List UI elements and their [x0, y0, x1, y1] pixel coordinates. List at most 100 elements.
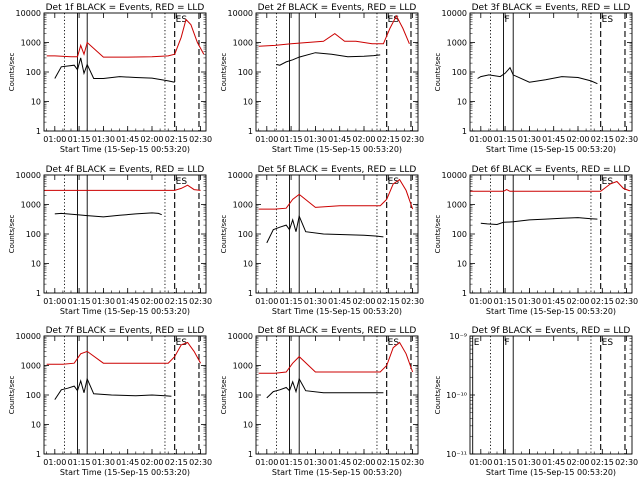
panel-title: Det 3f BLACK = Events, RED = LLD [472, 3, 631, 13]
y-tick-label: 10 [243, 98, 253, 107]
x-tick-label: 02:15 [591, 297, 614, 306]
plot-frame [43, 174, 207, 294]
series-group [46, 18, 205, 83]
x-tick-label: 02:15 [165, 135, 188, 144]
panel-3: Det 3f BLACK = Events, RED = LLD 01:00 01:… [434, 3, 638, 154]
marker-label: ES [388, 177, 400, 187]
series-group [470, 180, 630, 226]
x-tick-label: 01:15 [494, 297, 517, 306]
y-tick-label: 1 [36, 289, 41, 298]
panel-title: Det 7f BLACK = Events, RED = LLD [46, 326, 205, 336]
marker-label: E [474, 338, 480, 348]
plot-frame [43, 12, 207, 132]
y-tick-label: 1000 [233, 201, 253, 210]
x-tick-label: 01:30 [304, 297, 327, 306]
x-tick-label: 02:00 [140, 297, 163, 306]
x-tick-label: 01:00 [43, 135, 66, 144]
x-tick-label: 01:00 [469, 458, 492, 467]
series-line-events [477, 66, 598, 85]
x-tick-label: 01:45 [328, 135, 351, 144]
x-tick-label: 02:15 [165, 297, 188, 306]
plot-frame [255, 12, 419, 132]
y-tick-label: 10000 [228, 332, 253, 341]
marker-label: ES [602, 15, 614, 25]
y-tick-label: 10 [457, 98, 467, 107]
series-line-events [54, 212, 162, 218]
y-tick-label: 10 [243, 260, 253, 269]
y-tick-label: 100 [452, 230, 467, 239]
x-tick-label: 02:15 [377, 458, 400, 467]
plot-frame [255, 335, 419, 455]
series-line-lld [258, 14, 410, 47]
y-tick-label: 10 [31, 260, 41, 269]
x-tick-label: 02:15 [377, 135, 400, 144]
y-tick-label: 10000 [16, 9, 41, 18]
y-tick-label: 1 [36, 127, 41, 136]
y-axis-label: Counts/sec [220, 53, 228, 92]
x-tick-label: 01:30 [92, 458, 115, 467]
y-tick-label: 10000 [228, 171, 253, 180]
series-line-lld [258, 341, 414, 374]
plot-frame [43, 335, 207, 455]
y-tick-label: 10⁻⁹ [449, 332, 467, 341]
x-axis-label: Start Time (15-Sep-15 00:53:20) [60, 145, 190, 154]
x-tick-label: 02:30 [615, 135, 638, 144]
x-tick-label: 01:15 [280, 458, 303, 467]
x-tick-label: 02:00 [566, 297, 589, 306]
x-tick-label: 02:30 [189, 135, 212, 144]
x-axis-label: Start Time (15-Sep-15 00:53:20) [60, 468, 190, 477]
x-axis-label: Start Time (15-Sep-15 00:53:20) [272, 307, 402, 316]
y-tick-label: 10⁻¹⁰ [446, 391, 467, 400]
y-tick-label: 100 [238, 230, 253, 239]
series-line-lld [44, 184, 201, 191]
x-tick-label: 02:30 [189, 297, 212, 306]
y-tick-label: 10 [457, 260, 467, 269]
y-tick-label: 10 [31, 98, 41, 107]
x-axis-label: Start Time (15-Sep-15 00:53:20) [60, 307, 190, 316]
x-axis-label: Start Time (15-Sep-15 00:53:20) [486, 468, 616, 477]
y-tick-label: 1000 [233, 39, 253, 48]
x-axis-label: Start Time (15-Sep-15 00:53:20) [486, 307, 616, 316]
marker-label: F [504, 15, 509, 25]
x-tick-label: 01:00 [469, 297, 492, 306]
x-tick-label: 01:00 [43, 458, 66, 467]
x-tick-label: 01:15 [494, 135, 517, 144]
x-tick-label: 01:15 [68, 458, 91, 467]
y-tick-label: 1 [36, 450, 41, 459]
y-tick-label: 1 [248, 289, 253, 298]
y-tick-label: 10 [31, 421, 41, 430]
y-tick-label: 1000 [21, 362, 41, 371]
x-tick-label: 02:30 [401, 458, 424, 467]
x-tick-label: 02:15 [591, 135, 614, 144]
x-tick-label: 01:30 [304, 135, 327, 144]
series-line-lld [258, 178, 414, 210]
x-tick-label: 01:15 [68, 135, 91, 144]
series-group [44, 184, 201, 218]
x-tick-label: 01:45 [116, 458, 139, 467]
series-line-lld [46, 341, 202, 365]
series-line-lld [46, 18, 205, 58]
series-line-events [480, 217, 598, 226]
y-tick-label: 1000 [447, 201, 467, 210]
series-line-events [266, 214, 384, 244]
x-tick-label: 02:30 [615, 458, 638, 467]
x-tick-label: 01:30 [518, 458, 541, 467]
x-tick-label: 01:45 [116, 135, 139, 144]
marker-label: ES [602, 177, 614, 187]
x-axis-label: Start Time (15-Sep-15 00:53:20) [272, 145, 402, 154]
y-axis-label: Counts/sec [220, 376, 228, 415]
x-tick-label: 01:00 [255, 135, 278, 144]
x-tick-label: 01:15 [280, 135, 303, 144]
marker-label: ES [176, 338, 188, 348]
marker-label: F [504, 338, 509, 348]
x-tick-label: 02:00 [566, 135, 589, 144]
x-tick-label: 01:00 [469, 135, 492, 144]
x-tick-label: 01:15 [494, 458, 517, 467]
y-tick-label: 100 [452, 68, 467, 77]
series-group [46, 341, 202, 400]
y-tick-label: 1 [248, 450, 253, 459]
